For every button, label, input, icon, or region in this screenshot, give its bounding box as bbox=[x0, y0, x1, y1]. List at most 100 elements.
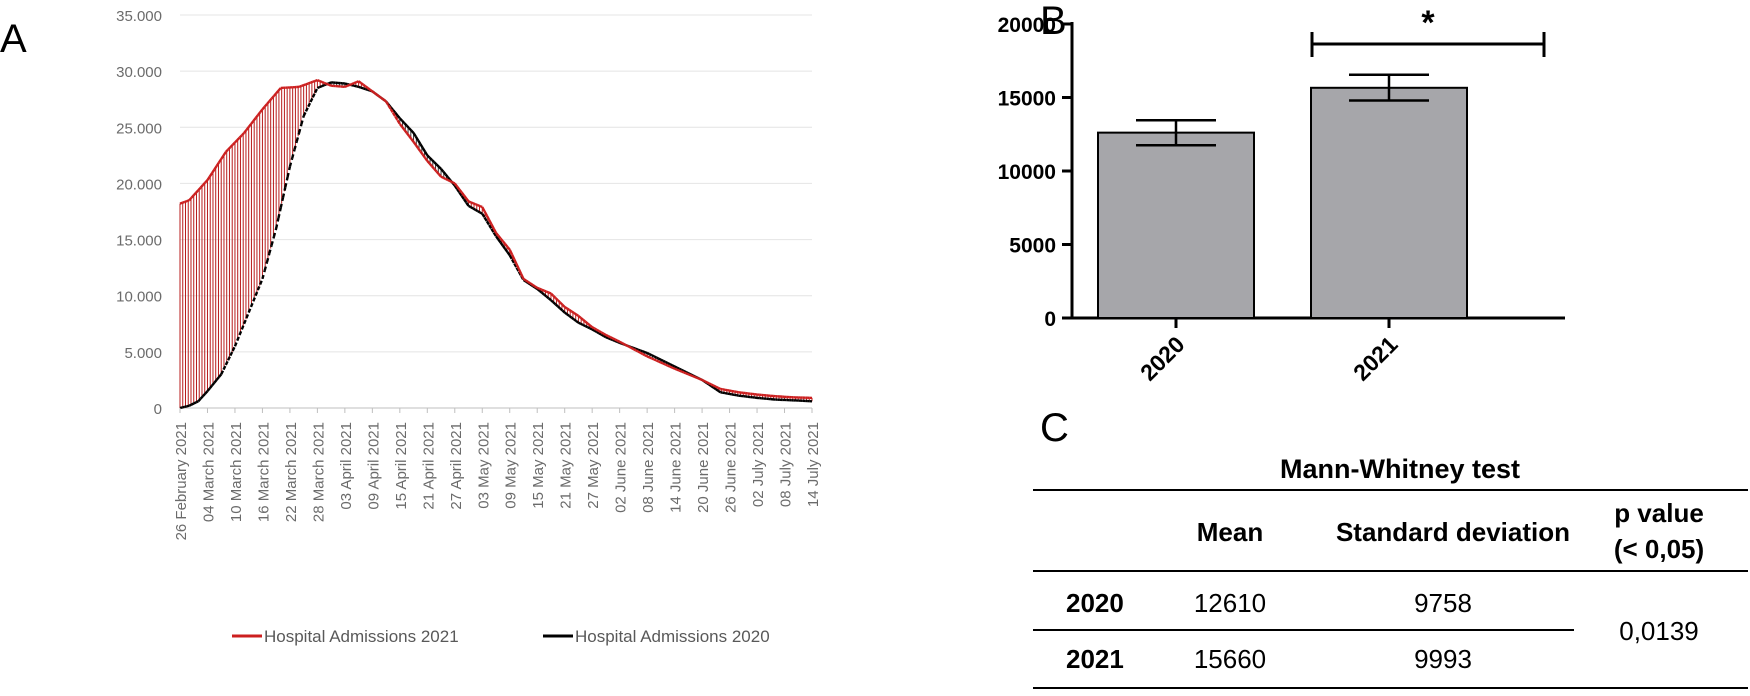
series-2021-segment bbox=[245, 126, 250, 131]
series-2020-segment bbox=[510, 258, 516, 265]
series-2021-segment bbox=[428, 162, 433, 168]
series-2020-segment bbox=[293, 141, 298, 151]
series-2021-segment bbox=[243, 129, 248, 134]
series-2020-segment bbox=[190, 402, 195, 406]
series-2021-segment bbox=[543, 289, 547, 293]
series-2021-segment bbox=[208, 172, 214, 178]
series-2021-segment bbox=[380, 97, 385, 101]
series-2020-segment bbox=[261, 270, 266, 280]
series-2020-segment bbox=[541, 291, 545, 296]
series-2021-segment bbox=[481, 206, 486, 212]
series-2020-segment bbox=[300, 115, 305, 125]
series-2021-segment bbox=[586, 322, 591, 327]
series-2021-segment bbox=[391, 112, 397, 118]
series-2020-segment bbox=[646, 351, 650, 356]
series-2021-segment bbox=[310, 80, 314, 84]
series-2021-segment bbox=[437, 173, 442, 178]
series-2020-segment bbox=[547, 297, 552, 302]
series-2020-segment bbox=[297, 124, 303, 134]
series-2021-segment bbox=[234, 139, 239, 144]
series-2020-segment bbox=[470, 206, 474, 210]
series-2020-segment bbox=[446, 176, 452, 181]
series-2021-segment bbox=[266, 100, 271, 105]
series-2020-segment bbox=[437, 165, 442, 170]
series-2021-segment bbox=[616, 339, 621, 343]
series-2021-segment bbox=[499, 237, 504, 243]
series-2021-segment bbox=[566, 307, 570, 311]
series-2020-segment bbox=[231, 345, 237, 352]
series-2021-segment bbox=[648, 356, 653, 360]
series-2020-segment bbox=[593, 329, 598, 334]
series-2021-segment bbox=[630, 346, 634, 351]
series-2021-segment bbox=[674, 367, 678, 371]
series-2021-segment bbox=[224, 148, 229, 153]
series-2020-segment bbox=[252, 295, 257, 302]
series-2021-segment bbox=[687, 373, 692, 377]
series-2020-segment bbox=[211, 381, 216, 387]
series-2020-segment bbox=[408, 127, 413, 132]
series-2020-segment bbox=[414, 136, 420, 142]
series-2021-segment bbox=[639, 351, 644, 355]
series-2020-segment bbox=[328, 81, 332, 85]
series-2021-segment bbox=[470, 201, 474, 205]
series-2021-segment bbox=[222, 151, 227, 157]
series-2021-segment bbox=[197, 186, 202, 191]
series-2021-segment bbox=[213, 165, 218, 171]
series-2021-segment bbox=[263, 103, 268, 108]
x-tick-label: 15 April 2021 bbox=[393, 422, 410, 510]
series-2021-segment bbox=[236, 136, 241, 141]
series-2021-segment bbox=[401, 126, 406, 131]
series-2020-segment bbox=[614, 339, 618, 344]
header-sd: Standard deviation bbox=[1336, 517, 1570, 547]
series-2021-segment bbox=[328, 83, 332, 87]
series-2021-segment bbox=[417, 147, 422, 153]
row-2021-sd: 9993 bbox=[1414, 644, 1472, 674]
row-2020-year: 2020 bbox=[1066, 588, 1124, 618]
series-2021-segment bbox=[692, 375, 696, 379]
series-2021-segment bbox=[669, 365, 673, 369]
series-2021-segment bbox=[708, 382, 712, 386]
series-2021-segment bbox=[362, 83, 367, 88]
series-2021-segment bbox=[321, 80, 325, 85]
series-2020-segment bbox=[462, 198, 468, 204]
series-2020-segment bbox=[202, 392, 207, 398]
series-2021-segment bbox=[529, 282, 534, 286]
series-2021-segment bbox=[582, 318, 587, 323]
series-2021-segment bbox=[247, 123, 252, 128]
series-2020-segment bbox=[680, 368, 685, 373]
series-2021-segment bbox=[346, 83, 350, 88]
series-2021-segment bbox=[488, 219, 493, 225]
series-2020-segment bbox=[433, 161, 438, 166]
x-tick-label: 15 May 2021 bbox=[530, 422, 547, 509]
series-2021-segment bbox=[697, 376, 701, 381]
series-2020-segment bbox=[660, 358, 664, 362]
p-value: 0,0139 bbox=[1619, 616, 1699, 646]
series-2020-segment bbox=[605, 336, 609, 340]
series-2021-segment bbox=[227, 146, 232, 151]
significance-star: * bbox=[1421, 4, 1435, 42]
series-2020-segment bbox=[193, 401, 197, 405]
header-mean: Mean bbox=[1197, 517, 1263, 547]
series-2021-segment bbox=[545, 290, 550, 294]
series-2021-segment bbox=[323, 81, 328, 85]
y-tick-label: 25.000 bbox=[116, 120, 162, 137]
x-tick-label: 10 March 2021 bbox=[228, 422, 245, 522]
series-2020-segment bbox=[238, 328, 243, 336]
series-2020-segment bbox=[573, 318, 577, 322]
series-2021-segment bbox=[717, 386, 721, 390]
series-2021-segment bbox=[231, 141, 236, 146]
series-2020-segment bbox=[610, 338, 614, 342]
series-2020-segment bbox=[288, 157, 294, 167]
y-tick-label: 20000 bbox=[998, 14, 1056, 37]
series-2021-segment bbox=[192, 191, 197, 197]
series-2021-segment bbox=[275, 89, 280, 95]
series-2021-segment bbox=[394, 115, 399, 121]
series-2021-segment bbox=[637, 350, 641, 354]
series-2020-segment bbox=[206, 387, 211, 392]
series-2021-segment bbox=[312, 79, 316, 83]
series-2021-segment bbox=[456, 185, 461, 191]
series-2021-segment bbox=[447, 178, 451, 183]
series-2020-segment bbox=[715, 388, 719, 392]
series-2021-segment bbox=[600, 331, 605, 335]
series-2020-segment bbox=[259, 278, 264, 285]
